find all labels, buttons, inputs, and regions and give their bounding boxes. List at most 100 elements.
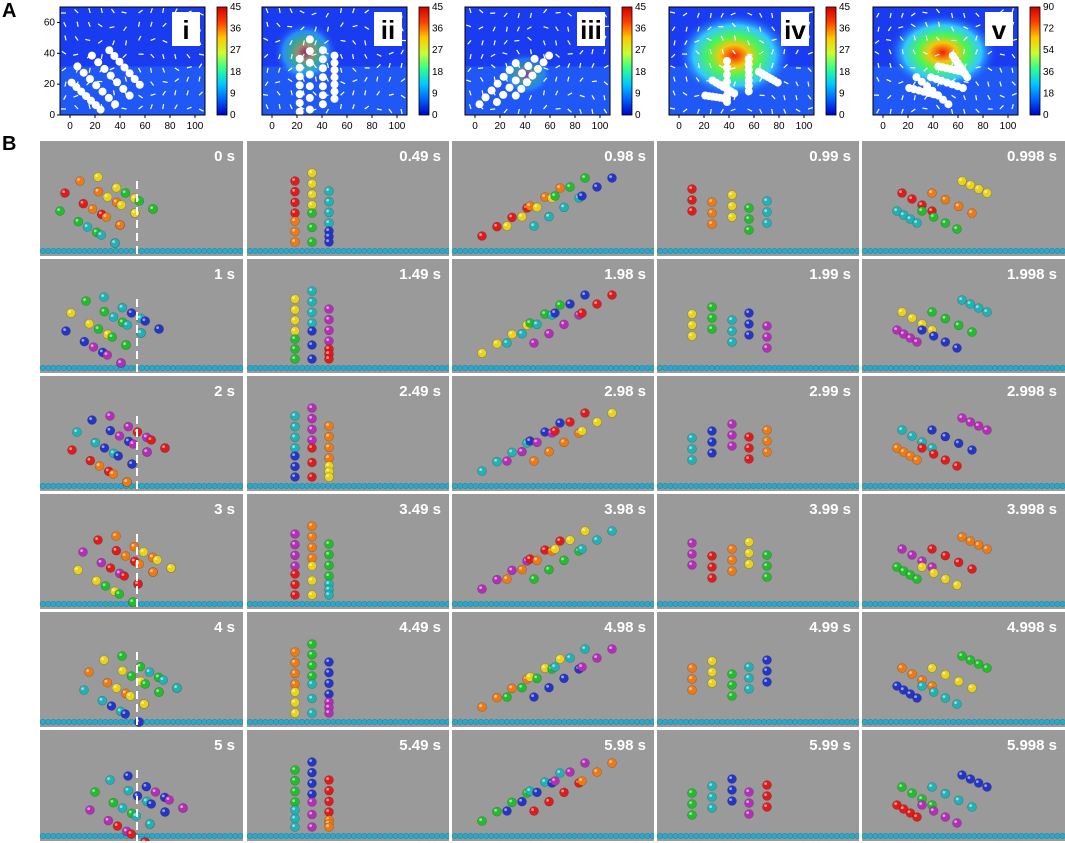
floor-bead [613,832,620,839]
floor-bead [413,364,420,371]
bead-highlight [128,831,132,834]
floor-bead [934,600,941,607]
heatmap-hotspot [887,13,998,92]
floor-bead [740,600,747,607]
bead-highlight [141,701,144,704]
bead-highlight [104,331,108,335]
floor-bead [1028,600,1035,607]
floor-bead [1033,832,1040,839]
floor-bead [908,832,915,839]
floor-bead [408,718,415,725]
bead-cyan [117,302,128,313]
velocity-arrow [186,66,192,69]
floor-bead [991,718,998,725]
floor-bead [92,600,99,607]
floor-bead [40,832,46,839]
velocity-arrow [889,12,892,19]
bead-highlight [546,448,549,452]
floor-bead [576,832,583,839]
floor-bead [397,832,404,839]
bead-highlight [942,315,946,319]
floor-bead [247,600,253,607]
floor-bead [919,600,926,607]
bead-highlight [909,196,912,199]
simulation-frame: 2.99 s [657,376,859,491]
bead-highlight [969,804,972,807]
floor-bead [667,482,674,489]
bead-purple [727,441,737,451]
velocity-arrow [697,62,700,68]
bead-red [592,299,602,309]
floor-bead [413,247,420,254]
bead-highlight [142,681,146,684]
floor-bead [766,600,773,607]
floor-bead [519,247,526,254]
floor-bead [50,600,57,607]
floor-bead [185,832,192,839]
bead-orange [324,453,334,463]
floor-bead [807,600,814,607]
bead-green [897,782,907,792]
floor-bead [672,600,679,607]
floor-bead [898,600,905,607]
y-tick-label: 20 [44,79,56,90]
velocity-arrow [262,93,269,96]
floor-bead [535,600,542,607]
floor-bead [366,832,373,839]
bead-orange [148,567,158,577]
floor-bead [216,832,223,839]
particle-bead [499,90,508,99]
floor-bead [71,832,78,839]
bead-yellow [607,408,617,418]
colorbar-tick-label: 0 [230,110,236,121]
bead-green [727,691,737,701]
bead-orange [727,555,737,565]
bead-blue [61,326,71,336]
bead-highlight [531,694,534,697]
x-tick-label: 60 [139,121,151,132]
bead-cyan [957,295,967,305]
floor-bead [330,247,337,254]
bead-highlight [930,333,934,336]
floor-bead [185,364,192,371]
velocity-arrow [795,95,798,101]
floor-bead [439,718,446,725]
bead-highlight [113,685,117,688]
floor-bead [493,247,500,254]
floor-bead [361,718,368,725]
floor-bead [628,482,635,489]
floor-bead [472,718,479,725]
floor-bead [319,600,326,607]
velocity-arrow [468,104,472,110]
bead-highlight [582,292,585,295]
floor-bead [529,247,536,254]
x-tick-label: 40 [519,121,531,132]
bead-green [324,539,334,549]
bead-highlight [148,437,152,440]
time-label: 5.99 s [809,737,851,754]
floor-bead [387,832,394,839]
bead-highlight [137,315,141,319]
bead-purple [164,795,175,805]
floor-bead [154,364,161,371]
floor-bead [639,247,646,254]
x-tick-label: 0 [880,121,886,132]
bead-highlight [309,239,312,242]
bead-highlight [907,335,911,338]
bead-highlight [942,339,946,342]
floor-bead [169,718,176,725]
axes-frame [464,6,611,116]
velocity-arrow [783,64,788,69]
bead-highlight [929,683,932,686]
bead-green [93,324,104,334]
floor-bead [997,600,1004,607]
floor-bead [504,482,511,489]
bead-green [927,307,937,317]
velocity-arrow [339,7,343,14]
bead-highlight [561,675,564,679]
bead-highlight [292,689,295,692]
floor-bead [997,482,1004,489]
velocity-arrow [669,107,676,110]
bead-yellow [957,176,967,186]
velocity-arrow [110,8,115,14]
